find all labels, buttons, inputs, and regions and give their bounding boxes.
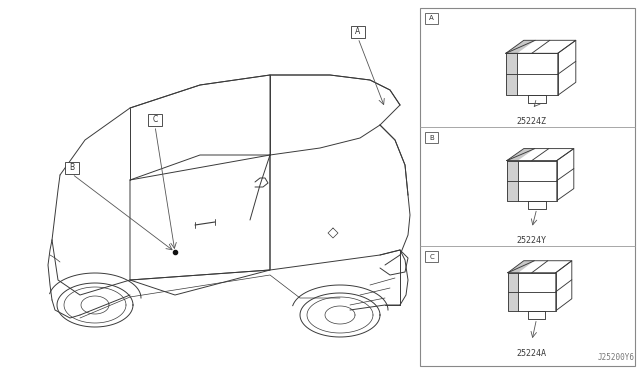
Polygon shape: [506, 53, 517, 95]
Bar: [65, 162, 79, 174]
Polygon shape: [508, 261, 534, 273]
Bar: [351, 26, 365, 38]
Text: C: C: [429, 254, 434, 260]
Bar: [420, 8, 635, 366]
Text: C: C: [152, 115, 157, 125]
Polygon shape: [506, 40, 535, 53]
Text: 25224A: 25224A: [517, 349, 547, 358]
Bar: [425, 251, 438, 262]
Text: B: B: [429, 135, 434, 141]
Polygon shape: [507, 148, 535, 161]
Polygon shape: [507, 161, 518, 201]
Bar: [148, 114, 162, 126]
Text: 25224Y: 25224Y: [517, 237, 547, 246]
Bar: [425, 13, 438, 24]
Text: 25224Z: 25224Z: [517, 117, 547, 126]
Bar: [425, 132, 438, 143]
Polygon shape: [508, 273, 518, 311]
Text: A: A: [429, 16, 434, 22]
Text: J25200Y6: J25200Y6: [598, 353, 635, 362]
Text: B: B: [69, 164, 75, 173]
Text: A: A: [355, 28, 360, 36]
